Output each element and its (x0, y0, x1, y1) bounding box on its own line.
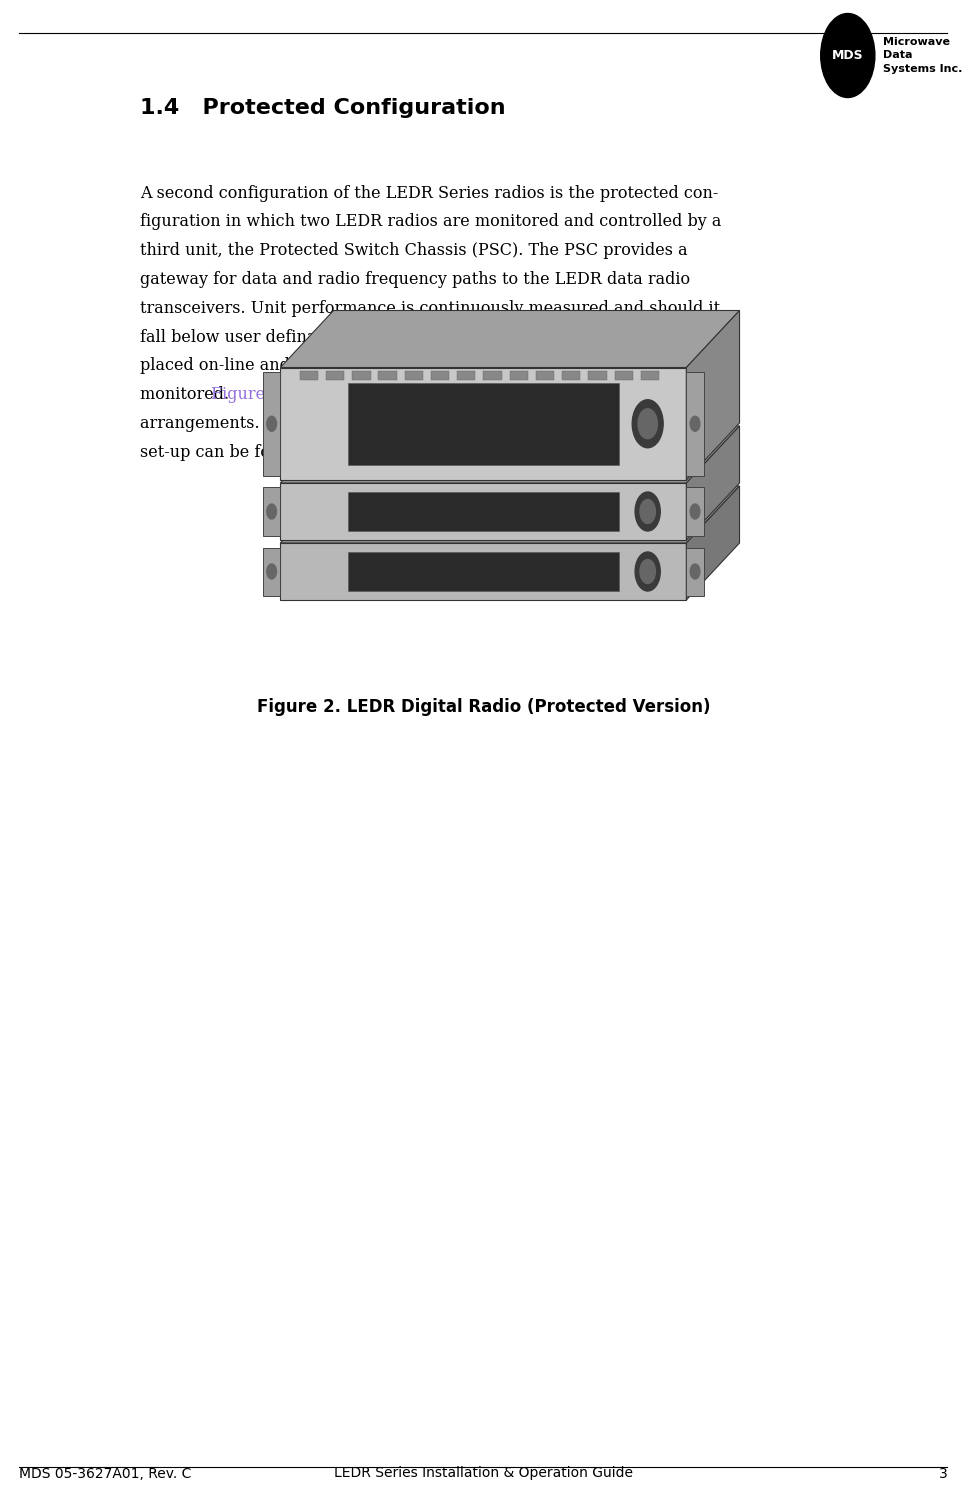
Polygon shape (280, 483, 686, 540)
Polygon shape (280, 368, 686, 480)
Polygon shape (263, 372, 280, 476)
Polygon shape (686, 486, 740, 600)
Polygon shape (686, 488, 704, 536)
Polygon shape (641, 370, 660, 380)
Circle shape (690, 564, 700, 579)
Text: figuration in which two LEDR radios are monitored and controlled by a: figuration in which two LEDR radios are … (140, 213, 721, 231)
Polygon shape (326, 370, 344, 380)
Text: Data: Data (883, 51, 912, 60)
Text: shows a front view of the Protected version: shows a front view of the Protected vers… (262, 386, 621, 404)
Polygon shape (686, 372, 704, 476)
Polygon shape (348, 492, 618, 531)
Circle shape (640, 560, 656, 584)
Polygon shape (483, 370, 502, 380)
Circle shape (690, 504, 700, 519)
Text: .: . (442, 444, 447, 460)
Polygon shape (431, 370, 449, 380)
Polygon shape (686, 426, 740, 540)
Text: transceivers. Unit performance is continuously measured and should it: transceivers. Unit performance is contin… (140, 300, 720, 316)
Polygon shape (686, 310, 740, 480)
Polygon shape (536, 370, 555, 380)
Text: MDS 05-3627A01, Rev. C: MDS 05-3627A01, Rev. C (20, 1467, 192, 1480)
Polygon shape (686, 548, 704, 596)
Text: MDS: MDS (832, 50, 863, 62)
Circle shape (635, 492, 661, 531)
Circle shape (690, 416, 700, 432)
Polygon shape (588, 370, 607, 380)
Circle shape (632, 400, 663, 447)
Text: Figure 2: Figure 2 (211, 386, 280, 404)
Circle shape (638, 410, 658, 438)
Polygon shape (300, 370, 318, 380)
Polygon shape (280, 486, 740, 543)
Polygon shape (263, 488, 280, 536)
Circle shape (267, 416, 276, 432)
Polygon shape (348, 382, 618, 465)
Text: fall below user definable standards, the off-line LEDR radio will be: fall below user definable standards, the… (140, 328, 685, 345)
Polygon shape (614, 370, 633, 380)
Polygon shape (378, 370, 397, 380)
Text: monitored.: monitored. (140, 386, 234, 404)
Text: set-up can be found in: set-up can be found in (140, 444, 327, 460)
Text: placed on-line and an alarm condition generated that can be remotely: placed on-line and an alarm condition ge… (140, 357, 711, 375)
Polygon shape (510, 370, 528, 380)
Text: Microwave: Microwave (883, 38, 950, 46)
Polygon shape (280, 543, 686, 600)
Polygon shape (457, 370, 475, 380)
Polygon shape (348, 552, 618, 591)
Circle shape (635, 552, 661, 591)
Polygon shape (563, 370, 580, 380)
Text: third unit, the Protected Switch Chassis (PSC). The PSC provides a: third unit, the Protected Switch Chassis… (140, 242, 688, 260)
Polygon shape (280, 310, 740, 368)
Circle shape (267, 564, 276, 579)
Text: Systems Inc.: Systems Inc. (883, 64, 962, 74)
Polygon shape (280, 426, 740, 483)
Circle shape (640, 500, 656, 523)
Text: 3: 3 (939, 1467, 948, 1480)
Text: Figure 2. LEDR Digital Radio (Protected Version): Figure 2. LEDR Digital Radio (Protected … (257, 698, 710, 715)
Polygon shape (352, 370, 370, 380)
Text: Section 11.0 on page 103: Section 11.0 on page 103 (288, 444, 495, 460)
Text: LEDR Series Installation & Operation Guide: LEDR Series Installation & Operation Gui… (334, 1467, 633, 1480)
Text: 1.4   Protected Configuration: 1.4 Protected Configuration (140, 98, 506, 117)
Circle shape (267, 504, 276, 519)
Text: A second configuration of the LEDR Series radios is the protected con-: A second configuration of the LEDR Serie… (140, 184, 718, 201)
Text: arrangements. Details on the Protected Configuration hardware and: arrangements. Details on the Protected C… (140, 416, 700, 432)
Circle shape (820, 13, 875, 98)
Text: gateway for data and radio frequency paths to the LEDR data radio: gateway for data and radio frequency pat… (140, 272, 690, 288)
Polygon shape (405, 370, 423, 380)
Polygon shape (263, 548, 280, 596)
